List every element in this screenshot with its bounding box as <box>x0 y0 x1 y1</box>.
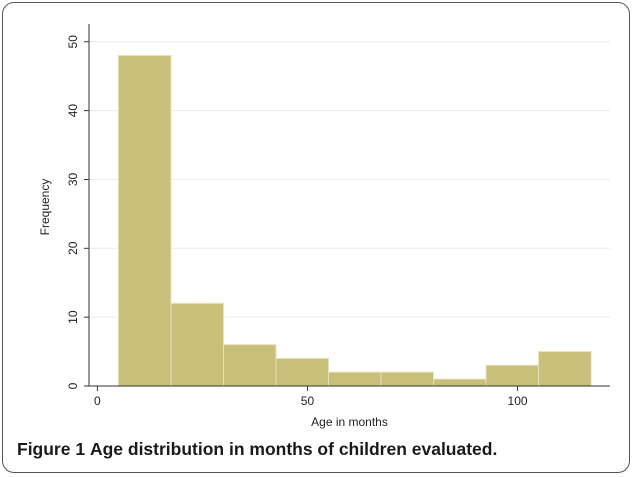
x-tick-label: 0 <box>94 394 101 408</box>
y-tick-label: 0 <box>66 382 80 389</box>
histogram-bar <box>538 351 592 387</box>
histogram-bar <box>485 364 540 387</box>
histogram-bar <box>433 378 487 387</box>
y-tick-label: 10 <box>66 310 80 324</box>
histogram-bar <box>327 371 382 387</box>
figure-label: Figure 1 <box>17 439 86 459</box>
y-axis-label: Frequency <box>38 179 52 236</box>
histogram-bar <box>275 357 329 387</box>
figure-caption: Figure 1 Age distribution in months of c… <box>17 439 497 460</box>
histogram-bar <box>380 371 435 387</box>
histogram-bar <box>117 55 172 387</box>
histogram-chart: 0 10 20 30 40 50 0 50 100 Age in months Frequency <box>38 24 610 429</box>
histogram-bar <box>170 302 224 387</box>
y-tick-label: 30 <box>66 172 80 186</box>
y-tick-label: 20 <box>66 241 80 255</box>
y-tick-label: 50 <box>66 35 80 49</box>
figure-caption-text: Age distribution in months of children e… <box>89 439 498 459</box>
figure-frame: 0 10 20 30 40 50 0 50 100 Age in months Frequency … <box>2 2 630 473</box>
y-tick-label: 40 <box>66 104 80 118</box>
x-tick-label: 100 <box>508 394 528 408</box>
x-axis-label: Age in months <box>311 415 388 429</box>
histogram-bar <box>222 344 277 387</box>
x-tick-label: 50 <box>301 394 315 408</box>
